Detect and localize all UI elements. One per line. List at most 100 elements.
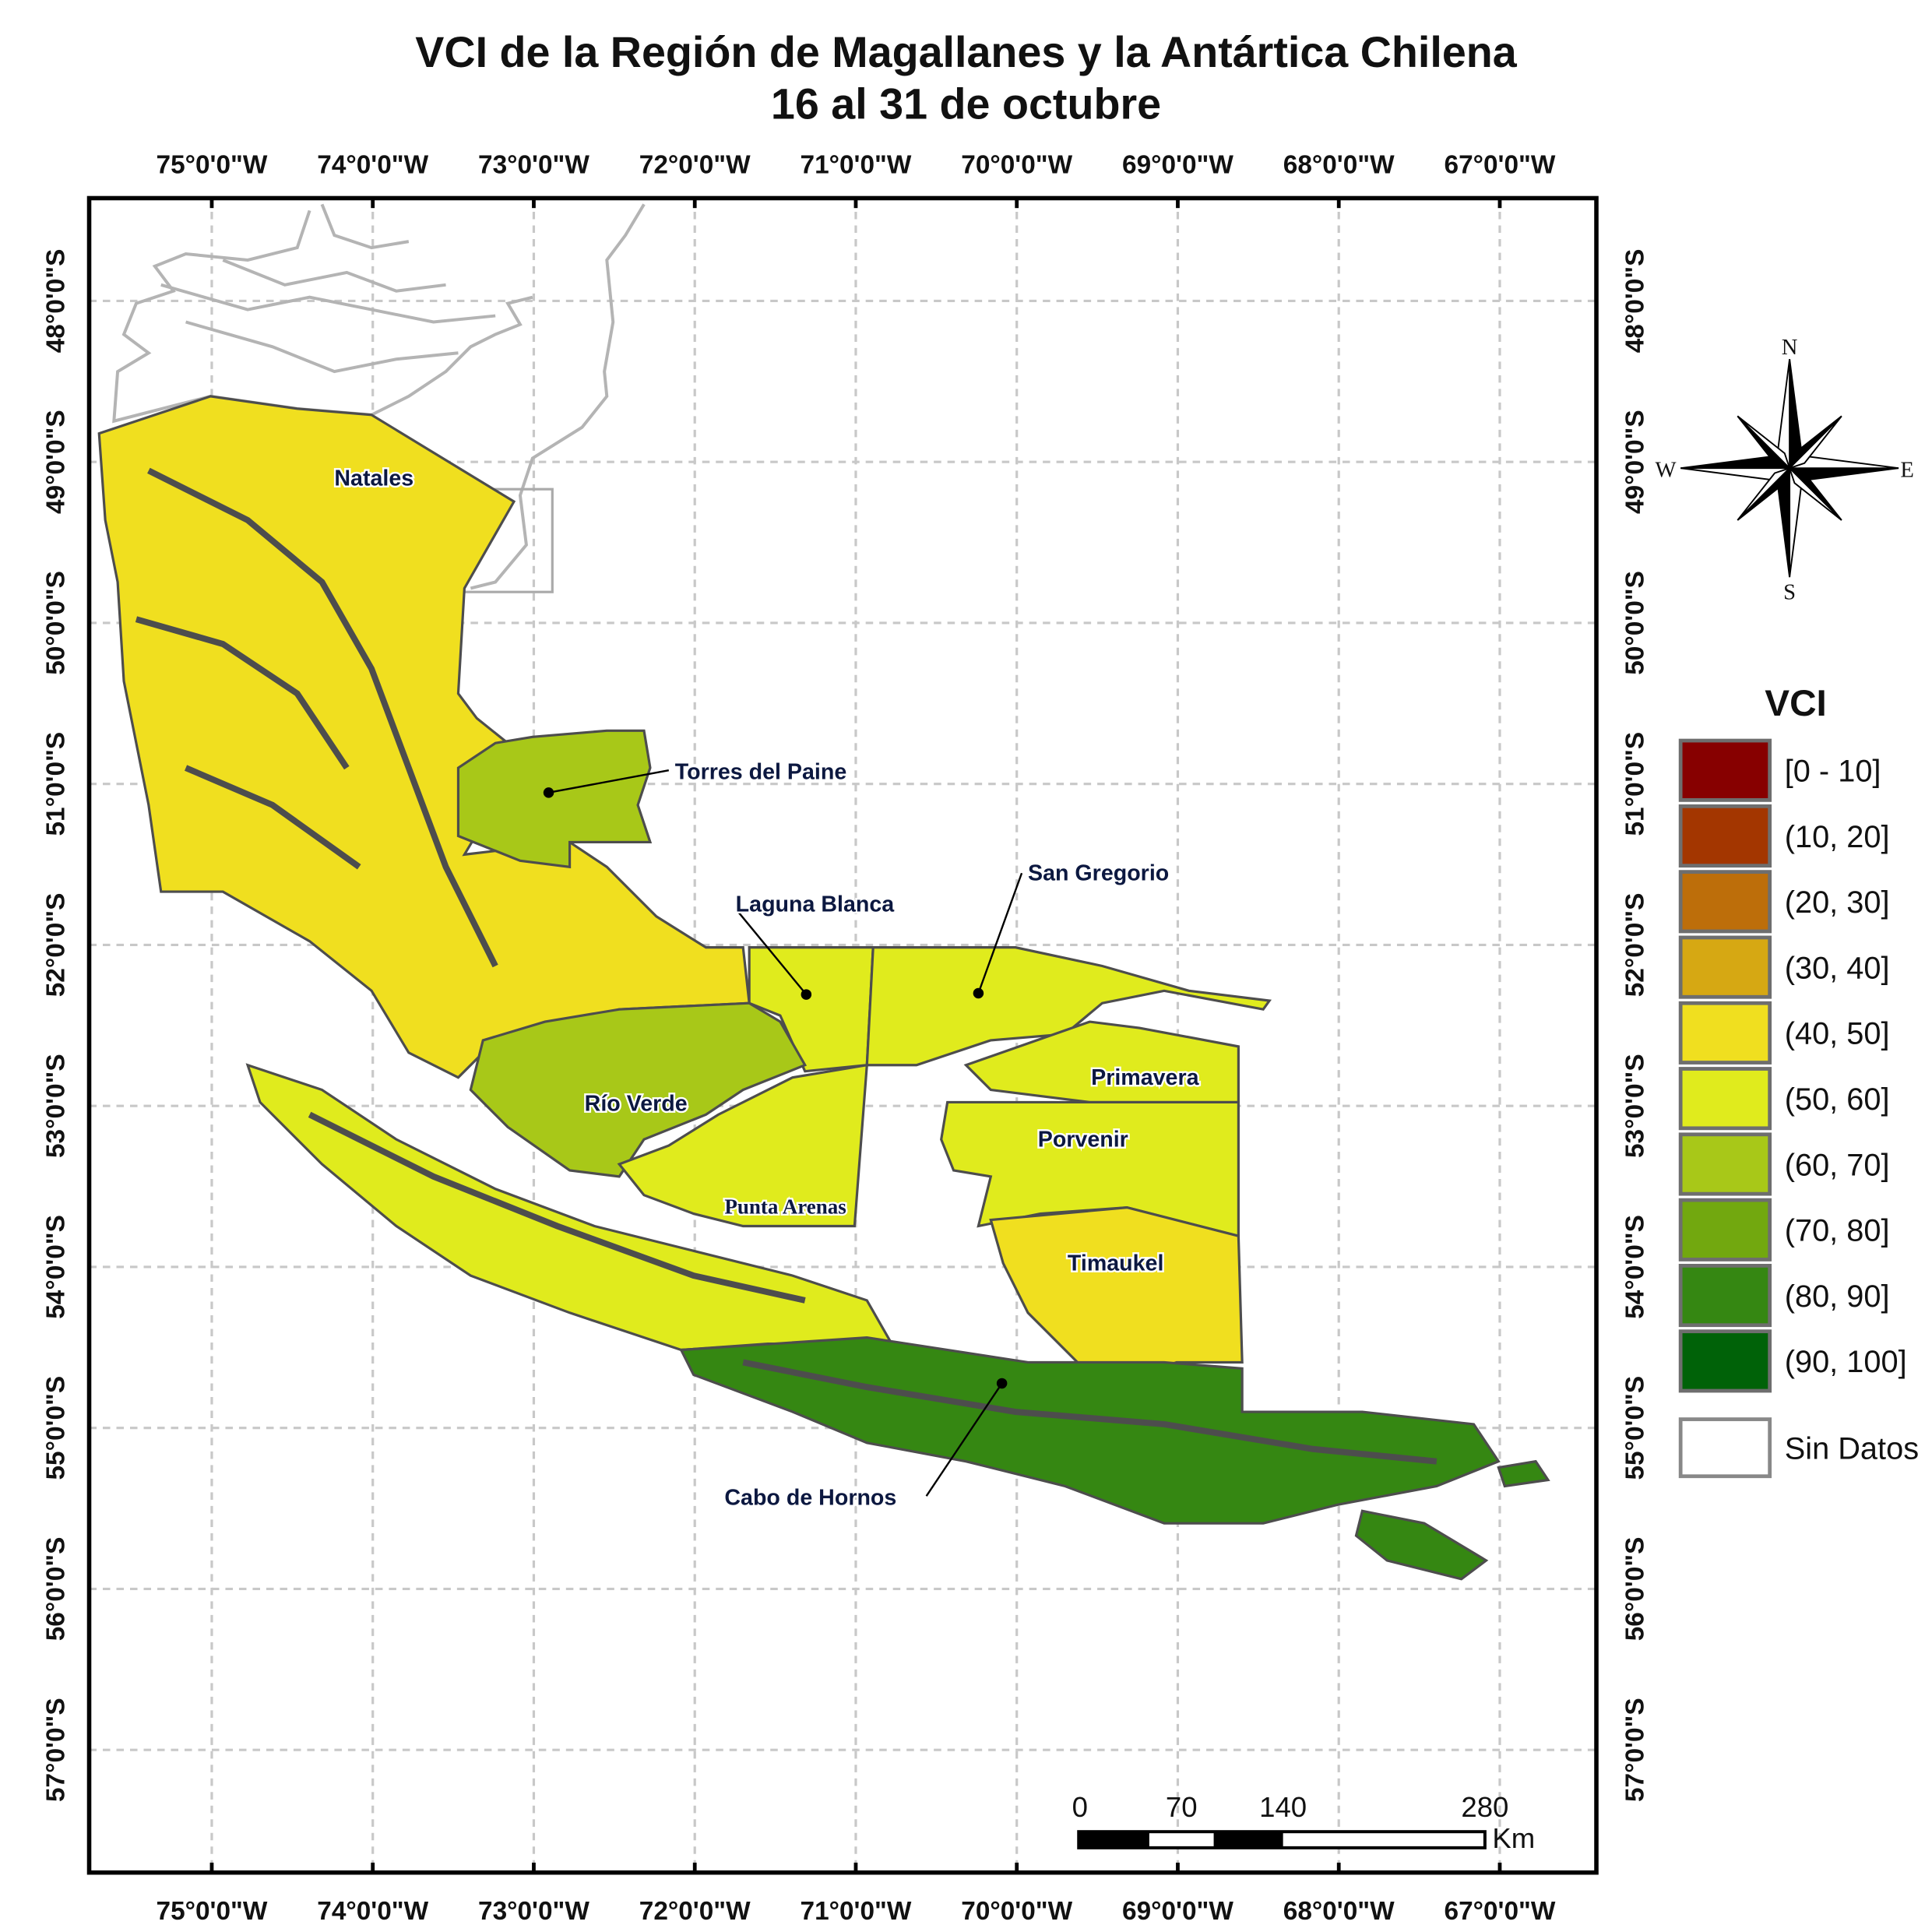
legend-label: (90, 100] (1785, 1345, 1907, 1379)
legend-label: (40, 50] (1785, 1017, 1890, 1051)
legend-label: (50, 60] (1785, 1082, 1890, 1117)
lat-label-right: 54°0'0"S (1621, 1215, 1649, 1319)
region-torres-del-paine[interactable] (456, 729, 653, 869)
lat-label-right: 50°0'0"S (1621, 571, 1649, 675)
scale-label-0: 0 (1072, 1791, 1088, 1823)
lon-label-top: 68°0'0"W (1283, 151, 1395, 180)
lon-label-bottom: 67°0'0"W (1445, 1897, 1556, 1926)
map-border (86, 195, 1599, 1875)
lat-label-left: 54°0'0"S (42, 1215, 71, 1319)
lat-label-right: 51°0'0"S (1621, 732, 1649, 836)
lon-label-top: 71°0'0"W (801, 151, 912, 180)
region-punta-arenas[interactable] (617, 1063, 869, 1228)
legend-swatch-no-data (1678, 1417, 1772, 1479)
lat-label-left: 56°0'0"S (42, 1537, 71, 1642)
label-porvenir: Porvenir (1038, 1128, 1128, 1153)
lat-label-right: 53°0'0"S (1621, 1054, 1649, 1158)
label-cabo-de-hornos: Cabo de Hornos (724, 1485, 896, 1510)
lat-label-right: 52°0'0"S (1621, 893, 1649, 998)
lat-label-left: 48°0'0"S (42, 249, 71, 354)
region-labels (543, 769, 1023, 1497)
compass-e: E (1900, 457, 1913, 482)
lat-label-left: 49°0'0"S (42, 410, 71, 514)
lon-label-bottom: 68°0'0"W (1283, 1897, 1395, 1926)
lon-label-bottom: 75°0'0"W (157, 1897, 268, 1926)
lat-label-right: 49°0'0"S (1621, 410, 1649, 514)
legend-swatch (1678, 1263, 1772, 1328)
compass-s: S (1783, 580, 1796, 605)
scale-bar: 0 70 140 280 Km (1072, 1791, 1536, 1854)
scale-label-280: 280 (1461, 1791, 1508, 1823)
coordinate-labels: 75°0'0"W 75°0'0"W 74°0'0"W 74°0'0"W 73°0'0"W… (42, 151, 1650, 1926)
scale-unit: Km (1492, 1822, 1535, 1854)
region-cabo-de-hornos-east (1497, 1459, 1550, 1488)
lon-label-top: 72°0'0"W (639, 151, 751, 180)
legend-label: (60, 70] (1785, 1148, 1890, 1182)
map-frame: Natales Torres del Paine Laguna Blanca S… (86, 195, 1599, 1875)
label-san-gregorio: San Gregorio (1028, 861, 1169, 886)
lon-label-top: 75°0'0"W (157, 151, 268, 180)
lat-label-right: 57°0'0"S (1621, 1698, 1649, 1802)
legend-label-no-data: Sin Datos (1785, 1431, 1919, 1466)
label-rio-verde: Río Verde (585, 1092, 688, 1117)
legend-swatch (1678, 870, 1772, 934)
legend-swatch (1678, 738, 1772, 802)
lon-label-top: 70°0'0"W (961, 151, 1072, 180)
label-natales: Natales (334, 466, 413, 491)
region-rio-verde[interactable] (469, 1001, 808, 1178)
legend: VCI [0 - 10] (10, 20] (20, 30] (30, 40] (40,… (1678, 683, 1919, 1479)
legend-label: (10, 20] (1785, 820, 1890, 854)
legend-swatch (1678, 1067, 1772, 1131)
lon-label-bottom: 71°0'0"W (801, 1897, 912, 1926)
legend-swatch (1678, 935, 1772, 999)
lat-label-left: 51°0'0"S (42, 732, 71, 836)
lon-label-top: 69°0'0"W (1122, 151, 1233, 180)
compass-w: W (1656, 457, 1677, 482)
lon-label-top: 74°0'0"W (317, 151, 428, 180)
scale-label-140: 140 (1259, 1791, 1307, 1823)
legend-swatch (1678, 1198, 1772, 1262)
lon-label-top: 67°0'0"W (1445, 151, 1556, 180)
legend-label: [0 - 10] (1785, 755, 1881, 789)
lon-label-bottom: 70°0'0"W (961, 1897, 1072, 1926)
lat-label-left: 53°0'0"S (42, 1054, 71, 1158)
legend-swatch (1678, 1132, 1772, 1196)
region-natales[interactable] (97, 395, 751, 1079)
region-cabo-de-hornos-islands (1354, 1509, 1489, 1581)
compass-n: N (1782, 335, 1798, 360)
label-laguna-blanca: Laguna Blanca (736, 892, 896, 917)
legend-swatch (1678, 1329, 1772, 1393)
label-punta-arenas: Punta Arenas (724, 1195, 846, 1219)
lon-label-bottom: 73°0'0"W (478, 1897, 589, 1926)
scale-label-70: 70 (1166, 1791, 1198, 1823)
lon-label-bottom: 74°0'0"W (317, 1897, 428, 1926)
legend-label: (70, 80] (1785, 1214, 1890, 1248)
lat-label-left: 57°0'0"S (42, 1698, 71, 1802)
label-torres-del-paine: Torres del Paine (675, 759, 846, 784)
map-title-line2: 16 al 31 de octubre (771, 80, 1161, 128)
lat-label-right: 55°0'0"S (1621, 1376, 1649, 1480)
lon-label-top: 73°0'0"W (478, 151, 589, 180)
region-cabo-de-hornos[interactable] (679, 1336, 1501, 1525)
legend-label: (30, 40] (1785, 951, 1890, 985)
region-primavera[interactable] (963, 1020, 1240, 1104)
legend-swatch (1678, 804, 1772, 868)
label-timaukel: Timaukel (1068, 1251, 1164, 1276)
label-primavera: Primavera (1091, 1065, 1199, 1090)
compass-rose-icon (1680, 359, 1899, 578)
lat-label-left: 55°0'0"S (42, 1376, 71, 1480)
lon-label-bottom: 69°0'0"W (1122, 1897, 1233, 1926)
lat-label-left: 50°0'0"S (42, 571, 71, 675)
legend-label: (20, 30] (1785, 885, 1890, 920)
lon-label-bottom: 72°0'0"W (639, 1897, 751, 1926)
lat-label-left: 52°0'0"S (42, 893, 71, 998)
legend-title: VCI (1765, 683, 1827, 724)
legend-label: (80, 90] (1785, 1279, 1890, 1314)
legend-swatch (1678, 1001, 1772, 1065)
lat-label-right: 48°0'0"S (1621, 249, 1649, 354)
fjord-channels (135, 467, 1438, 1465)
region-san-gregorio[interactable] (865, 946, 1272, 1067)
map-title-line1: VCI de la Región de Magallanes y la Antá… (415, 28, 1518, 76)
lat-label-right: 56°0'0"S (1621, 1537, 1649, 1642)
